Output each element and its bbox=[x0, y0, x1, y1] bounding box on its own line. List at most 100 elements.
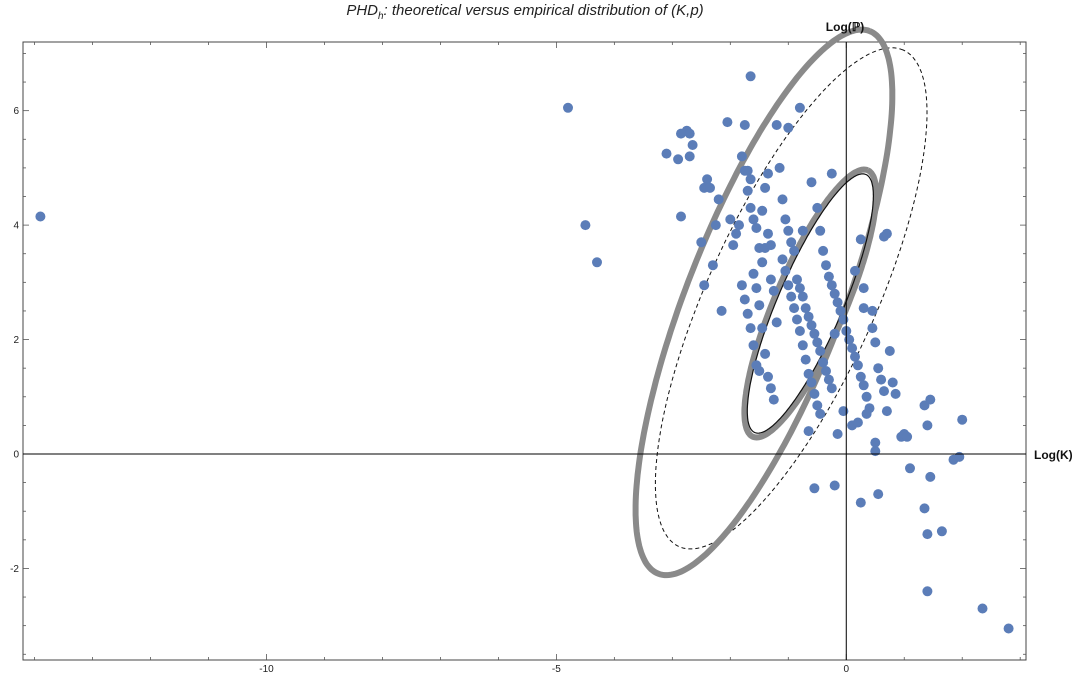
data-point bbox=[957, 414, 968, 425]
data-point bbox=[902, 431, 913, 442]
x-tick-label: -5 bbox=[552, 664, 561, 675]
data-point bbox=[739, 120, 750, 130]
data-point bbox=[829, 288, 840, 299]
data-point bbox=[800, 303, 811, 314]
data-point bbox=[922, 529, 933, 540]
data-point bbox=[881, 406, 892, 417]
y-axis-label: Log(ℙ) bbox=[826, 20, 864, 34]
ellipse-thick-gray bbox=[632, 26, 896, 579]
data-point bbox=[777, 254, 788, 265]
data-point bbox=[728, 240, 739, 251]
data-point bbox=[792, 274, 802, 285]
data-point bbox=[818, 245, 829, 256]
data-point bbox=[829, 480, 840, 491]
data-point bbox=[797, 340, 808, 351]
data-point bbox=[887, 377, 898, 388]
data-point bbox=[815, 225, 826, 236]
data-point bbox=[760, 182, 771, 193]
data-point bbox=[922, 586, 933, 597]
data-point bbox=[821, 366, 831, 376]
data-point bbox=[861, 391, 872, 402]
data-point bbox=[748, 214, 759, 225]
ellipse-thin-solid bbox=[746, 173, 875, 434]
data-point bbox=[774, 162, 785, 173]
y-tick-label: 6 bbox=[13, 106, 19, 117]
data-point bbox=[745, 323, 756, 334]
data-point bbox=[809, 483, 820, 494]
data-point bbox=[797, 225, 808, 236]
data-point bbox=[821, 260, 831, 271]
data-point bbox=[765, 240, 776, 251]
data-point bbox=[936, 526, 947, 537]
x-axis-label: Log(K) bbox=[1034, 448, 1073, 462]
data-point bbox=[881, 228, 892, 239]
data-point bbox=[812, 337, 823, 348]
data-point bbox=[754, 366, 765, 376]
data-point bbox=[826, 383, 837, 394]
data-point bbox=[580, 220, 591, 231]
data-point bbox=[809, 388, 820, 399]
data-point bbox=[742, 165, 753, 176]
data-point bbox=[754, 300, 765, 311]
data-point bbox=[806, 377, 817, 388]
data-point bbox=[739, 294, 750, 305]
data-point bbox=[800, 354, 811, 365]
data-point bbox=[768, 285, 779, 296]
data-point bbox=[850, 351, 860, 362]
data-point bbox=[870, 337, 881, 348]
data-point bbox=[710, 220, 721, 231]
data-point bbox=[806, 320, 817, 331]
data-point bbox=[707, 260, 718, 271]
data-point bbox=[858, 283, 869, 294]
data-point bbox=[870, 437, 881, 448]
data-point bbox=[745, 174, 756, 185]
data-point bbox=[835, 305, 846, 316]
data-point bbox=[777, 194, 788, 205]
chart-title: PHDh: theoretical versus empirical distr… bbox=[346, 2, 703, 22]
data-point bbox=[696, 237, 707, 248]
data-point bbox=[768, 394, 779, 405]
data-point bbox=[873, 363, 884, 374]
chart-title-variables: (K,p) bbox=[671, 2, 704, 19]
data-point bbox=[803, 426, 814, 437]
data-point bbox=[922, 420, 933, 431]
data-point bbox=[748, 268, 759, 279]
data-point bbox=[826, 280, 837, 291]
data-point bbox=[684, 128, 695, 139]
data-point bbox=[867, 305, 878, 316]
data-point bbox=[838, 406, 849, 417]
data-point bbox=[751, 223, 762, 233]
tick-labels: -10 -5 0 -2 0 2 4 6 bbox=[10, 106, 849, 675]
data-point bbox=[829, 328, 840, 339]
data-point bbox=[794, 283, 805, 294]
data-point bbox=[812, 202, 823, 213]
data-point bbox=[789, 303, 800, 314]
data-point bbox=[818, 357, 829, 368]
data-point bbox=[661, 148, 672, 159]
data-point bbox=[815, 408, 826, 419]
data-point bbox=[858, 303, 869, 314]
data-point bbox=[757, 257, 768, 268]
distribution-ellipses bbox=[632, 26, 928, 579]
data-point bbox=[855, 234, 866, 245]
data-point bbox=[855, 371, 866, 382]
data-point bbox=[826, 168, 837, 179]
data-point bbox=[797, 291, 808, 302]
y-tick-label: 0 bbox=[13, 450, 19, 461]
data-point bbox=[748, 340, 759, 351]
data-point bbox=[736, 151, 747, 162]
data-point bbox=[736, 280, 747, 291]
chart-title-main: PHD bbox=[346, 2, 378, 19]
data-point bbox=[786, 291, 797, 302]
data-point bbox=[861, 408, 872, 419]
data-point bbox=[879, 386, 889, 397]
data-point bbox=[789, 245, 800, 256]
data-point bbox=[757, 323, 768, 334]
data-point bbox=[780, 265, 791, 276]
data-point bbox=[925, 394, 936, 405]
data-point bbox=[713, 194, 724, 205]
data-point bbox=[757, 205, 768, 216]
data-point bbox=[676, 128, 686, 139]
data-point bbox=[873, 489, 884, 500]
